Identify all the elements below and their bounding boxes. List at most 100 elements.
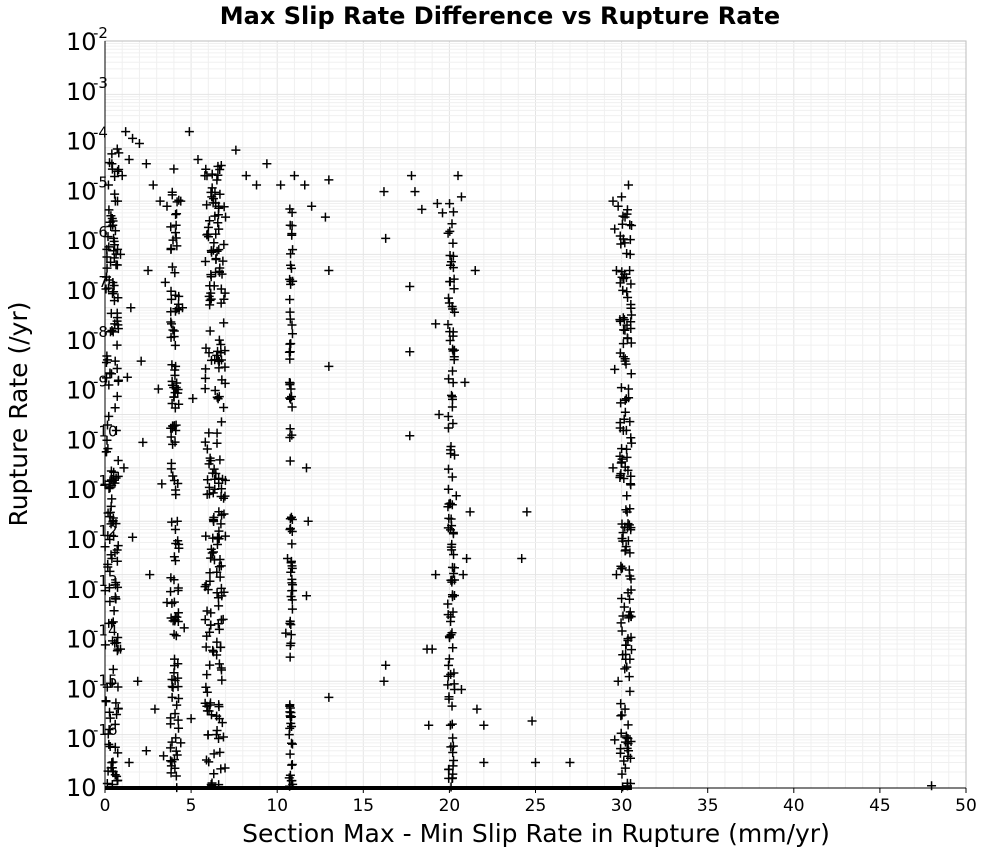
data-point	[141, 159, 151, 169]
data-point	[171, 631, 181, 641]
data-point	[202, 200, 212, 210]
data-point	[470, 265, 480, 275]
y-tick-base: 10	[66, 626, 97, 654]
data-point	[110, 548, 120, 558]
data-point	[102, 447, 112, 457]
data-point	[615, 748, 625, 758]
data-point	[212, 175, 222, 185]
data-point	[448, 769, 458, 779]
data-point	[172, 304, 182, 314]
data-point	[168, 682, 178, 692]
data-point	[171, 746, 181, 756]
data-point	[300, 180, 310, 190]
data-point	[214, 562, 224, 572]
data-point	[212, 650, 222, 660]
y-tick-label: 10-4	[66, 124, 108, 156]
y-tick-label: 10-15	[66, 671, 118, 703]
data-point	[216, 519, 226, 529]
data-point	[200, 373, 210, 383]
data-point	[102, 351, 112, 361]
data-point	[445, 633, 455, 643]
data-point	[216, 340, 226, 350]
data-point	[210, 211, 220, 221]
data-point	[453, 171, 463, 181]
data-point	[207, 247, 217, 257]
data-point	[168, 325, 178, 335]
data-point	[145, 570, 155, 580]
data-point	[622, 662, 632, 672]
data-point	[207, 183, 217, 193]
data-point	[110, 742, 120, 752]
data-point	[479, 720, 489, 730]
data-point	[286, 558, 296, 568]
data-point	[107, 149, 117, 159]
y-tick-label: 10-13	[66, 572, 118, 604]
data-point	[150, 704, 160, 714]
data-point	[623, 720, 633, 730]
data-point	[209, 516, 219, 526]
data-point	[212, 711, 222, 721]
data-point	[106, 466, 116, 476]
data-point	[172, 516, 182, 526]
data-point	[447, 219, 457, 229]
data-point	[111, 698, 121, 708]
data-point	[208, 645, 218, 655]
data-point	[324, 692, 334, 702]
data-point	[159, 751, 169, 761]
data-point	[617, 519, 627, 529]
data-point	[106, 501, 116, 511]
data-point	[619, 756, 629, 766]
data-point	[417, 204, 427, 214]
data-point	[213, 170, 223, 180]
data-point	[447, 545, 457, 555]
data-point	[434, 410, 444, 419]
data-point	[126, 303, 136, 313]
data-point	[285, 393, 295, 403]
data-point	[214, 335, 224, 345]
data-point	[103, 766, 113, 776]
data-point	[112, 391, 122, 401]
data-point	[221, 212, 231, 222]
data-point	[206, 544, 216, 554]
data-point	[112, 709, 122, 719]
data-point	[204, 348, 214, 358]
y-tick-label: 10-6	[66, 223, 108, 255]
data-point	[124, 758, 134, 768]
y-tick-label: 10-12	[66, 522, 118, 554]
data-point	[110, 240, 120, 250]
data-point	[449, 284, 459, 294]
data-point	[119, 463, 129, 473]
data-point	[106, 257, 116, 267]
data-point	[173, 682, 183, 692]
data-point	[285, 314, 295, 324]
data-point	[173, 659, 183, 669]
data-point	[171, 538, 181, 548]
data-point	[449, 569, 459, 579]
x-tick-label: 35	[697, 796, 719, 816]
x-tick-label: 10	[266, 796, 288, 816]
data-point	[285, 524, 295, 534]
data-point	[307, 201, 317, 211]
data-point	[179, 623, 189, 633]
data-point	[219, 294, 229, 304]
y-tick-base: 10	[66, 327, 97, 355]
data-point	[200, 582, 210, 592]
data-point	[111, 425, 121, 435]
data-point	[110, 403, 120, 413]
data-point	[448, 733, 458, 743]
data-point	[110, 226, 120, 236]
data-point	[206, 294, 216, 304]
data-point	[276, 180, 286, 190]
data-point	[148, 180, 158, 190]
data-point	[617, 593, 627, 603]
data-point	[212, 438, 222, 448]
data-point	[448, 643, 458, 653]
y-tick-label: 10-8	[66, 323, 108, 355]
data-point	[101, 373, 111, 383]
data-point	[379, 187, 389, 197]
data-point	[219, 403, 229, 413]
data-point	[445, 277, 455, 287]
data-point	[105, 368, 115, 378]
data-point	[288, 739, 298, 749]
data-point	[124, 155, 134, 165]
